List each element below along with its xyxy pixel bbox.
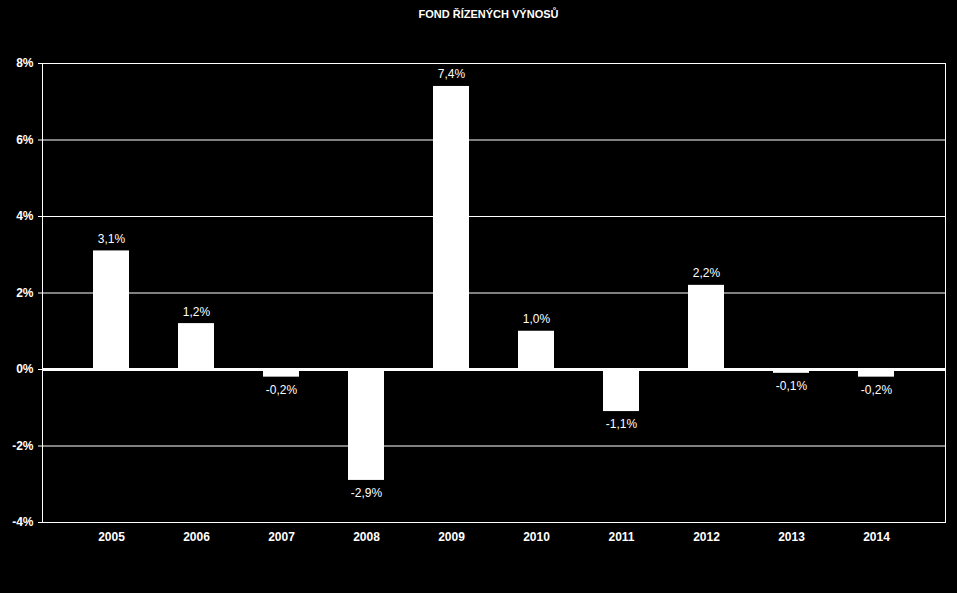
html-text:FOND ŘÍZENÝCH VÝNOSŮ: FOND ŘÍZENÝCH VÝNOSŮ [418, 8, 559, 20]
svg-text:2010: 2010 [523, 530, 550, 544]
svg-text:2005: 2005 [98, 530, 125, 544]
svg-text:-2%: -2% [12, 439, 34, 453]
svg-text:2013: 2013 [778, 530, 805, 544]
svg-text:-2,9%: -2,9% [351, 486, 383, 500]
svg-text:-0,2%: -0,2% [861, 383, 893, 397]
svg-text:3,1%: 3,1% [98, 232, 126, 246]
svg-text:4%: 4% [16, 209, 34, 223]
svg-text:2008: 2008 [353, 530, 380, 544]
svg-text:-1,1%: -1,1% [606, 417, 638, 431]
svg-text:2014: 2014 [863, 530, 890, 544]
svg-text:2012: 2012 [693, 530, 720, 544]
svg-text:2%: 2% [16, 286, 34, 300]
svg-text:2,2%: 2,2% [693, 266, 721, 280]
svg-text:7,4%: 7,4% [438, 67, 466, 81]
svg-text:0%: 0% [16, 362, 34, 376]
svg-text:2009: 2009 [438, 530, 465, 544]
svg-text:2006: 2006 [183, 530, 210, 544]
svg-text:8%: 8% [16, 56, 34, 70]
svg-text:1,0%: 1,0% [523, 312, 551, 326]
svg-text:2007: 2007 [268, 530, 295, 544]
svg-text:-4%: -4% [12, 515, 34, 529]
svg-text:1,2%: 1,2% [183, 305, 211, 319]
svg-text:2011: 2011 [608, 530, 634, 544]
svg-text:-0,2%: -0,2% [266, 383, 298, 397]
svg-text:6%: 6% [16, 133, 34, 147]
svg-text:-0,1%: -0,1% [776, 379, 808, 393]
